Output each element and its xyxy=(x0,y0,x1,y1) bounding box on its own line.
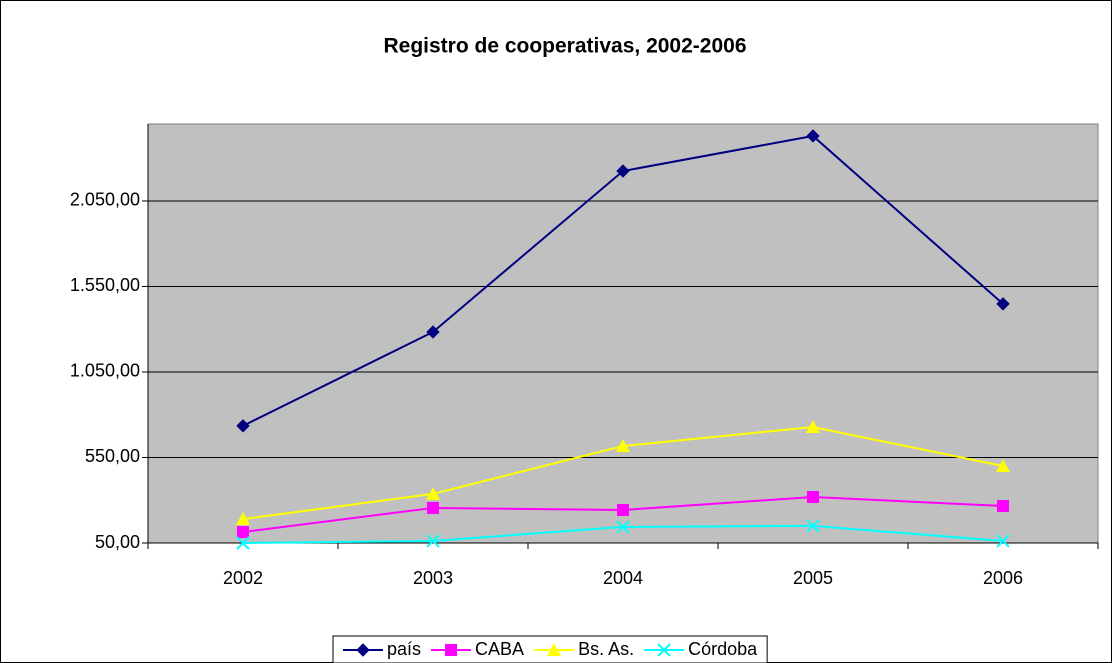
marker xyxy=(996,534,1010,548)
y-tick-label: 1.050,00 xyxy=(70,361,140,381)
marker xyxy=(807,490,819,503)
marker xyxy=(427,501,439,514)
legend: país CABA Bs. As. Córdoba xyxy=(332,635,768,663)
x-tick-label: 2003 xyxy=(413,568,453,588)
x-tick-label: 2006 xyxy=(983,568,1023,588)
marker xyxy=(237,526,249,539)
marker xyxy=(806,519,820,533)
y-tick-label: 50,00 xyxy=(95,532,140,552)
x-tick-label: 2004 xyxy=(603,568,643,588)
marker xyxy=(236,536,250,550)
marker xyxy=(426,534,440,548)
legend-marker xyxy=(356,643,370,657)
legend-marker xyxy=(547,643,562,656)
x-tick-label: 2002 xyxy=(223,568,263,588)
marker xyxy=(616,439,630,453)
marker xyxy=(426,486,440,500)
y-tick-label: 550,00 xyxy=(85,446,140,466)
marker xyxy=(236,419,250,433)
y-tick-label: 2.050,00 xyxy=(70,190,140,210)
y-tick-label: 1.550,00 xyxy=(70,275,140,295)
marker xyxy=(616,164,630,178)
legend-marker xyxy=(657,643,671,657)
marker xyxy=(426,325,440,339)
marker xyxy=(996,459,1010,473)
marker xyxy=(996,297,1010,311)
marker xyxy=(236,512,250,526)
marker xyxy=(617,503,629,516)
marker xyxy=(616,520,630,534)
legend-label: CABA xyxy=(475,639,524,659)
marker xyxy=(806,129,820,143)
marker xyxy=(997,500,1009,513)
plot-area xyxy=(147,123,1099,544)
x-tick-label: 2005 xyxy=(793,568,833,588)
chart-title: Registro de cooperativas, 2002-2006 xyxy=(383,35,746,58)
legend-label: país xyxy=(387,639,421,659)
legend-marker xyxy=(445,644,458,656)
legend-label: Bs. As. xyxy=(578,639,634,659)
marker xyxy=(806,420,820,434)
legend-label: Córdoba xyxy=(688,639,758,659)
